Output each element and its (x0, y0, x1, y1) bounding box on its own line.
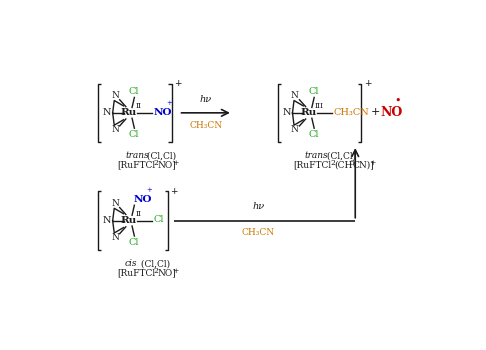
Text: +: + (364, 79, 371, 88)
Text: [RuFTCl: [RuFTCl (293, 161, 331, 170)
Text: CH₃CN: CH₃CN (333, 107, 369, 117)
Text: N: N (103, 108, 111, 117)
Text: hν: hν (252, 202, 264, 211)
Text: +: + (170, 187, 177, 196)
Text: trans: trans (125, 151, 149, 160)
Text: cis: cis (125, 259, 138, 268)
Text: +: + (371, 107, 380, 117)
Text: (Cl,Cl): (Cl,Cl) (138, 259, 171, 268)
Text: Cl: Cl (128, 87, 139, 96)
Text: CH₃CN: CH₃CN (242, 228, 275, 237)
Text: Cl: Cl (128, 238, 139, 247)
Text: +: + (166, 99, 172, 107)
Text: 3: 3 (349, 159, 354, 167)
Text: +: + (146, 187, 152, 195)
Text: [RuFTCl: [RuFTCl (117, 268, 156, 278)
Text: N: N (283, 108, 291, 117)
Text: •: • (394, 96, 400, 106)
Text: +: + (174, 79, 181, 88)
Text: CN)]: CN)] (353, 161, 375, 170)
Text: N: N (103, 216, 111, 225)
Text: Cl: Cl (154, 215, 164, 224)
Text: NO: NO (380, 106, 402, 119)
Text: N: N (291, 125, 299, 134)
Text: 2: 2 (154, 159, 158, 167)
Text: N: N (111, 125, 119, 134)
Text: Cl: Cl (308, 87, 319, 96)
Text: N: N (291, 91, 299, 100)
Text: (Cl,Cl): (Cl,Cl) (144, 151, 176, 160)
Text: (CH: (CH (334, 161, 353, 170)
Text: II: II (135, 210, 141, 218)
Text: Ru: Ru (121, 216, 137, 225)
Text: 2: 2 (154, 267, 158, 275)
Text: Ru: Ru (301, 108, 317, 117)
Text: N: N (111, 199, 119, 208)
Text: hν: hν (200, 94, 212, 104)
Text: N: N (111, 91, 119, 100)
Text: 2: 2 (330, 159, 335, 167)
Text: NO]: NO] (157, 268, 176, 278)
Text: Cl: Cl (308, 130, 319, 139)
Text: [RuFTCl: [RuFTCl (117, 161, 156, 170)
Text: (Cl,Cl): (Cl,Cl) (324, 151, 356, 160)
Text: Ru: Ru (121, 108, 137, 117)
Text: trans: trans (305, 151, 329, 160)
Text: III: III (315, 102, 324, 110)
Text: NO: NO (154, 107, 172, 117)
Text: Cl: Cl (128, 130, 139, 139)
Text: CH₃CN: CH₃CN (189, 120, 222, 130)
Text: +: + (173, 159, 179, 167)
Text: NO]: NO] (157, 161, 176, 170)
Text: +: + (369, 159, 376, 167)
Text: II: II (135, 102, 141, 110)
Text: N: N (111, 233, 119, 242)
Text: +: + (173, 267, 179, 275)
Text: NO: NO (134, 195, 152, 204)
